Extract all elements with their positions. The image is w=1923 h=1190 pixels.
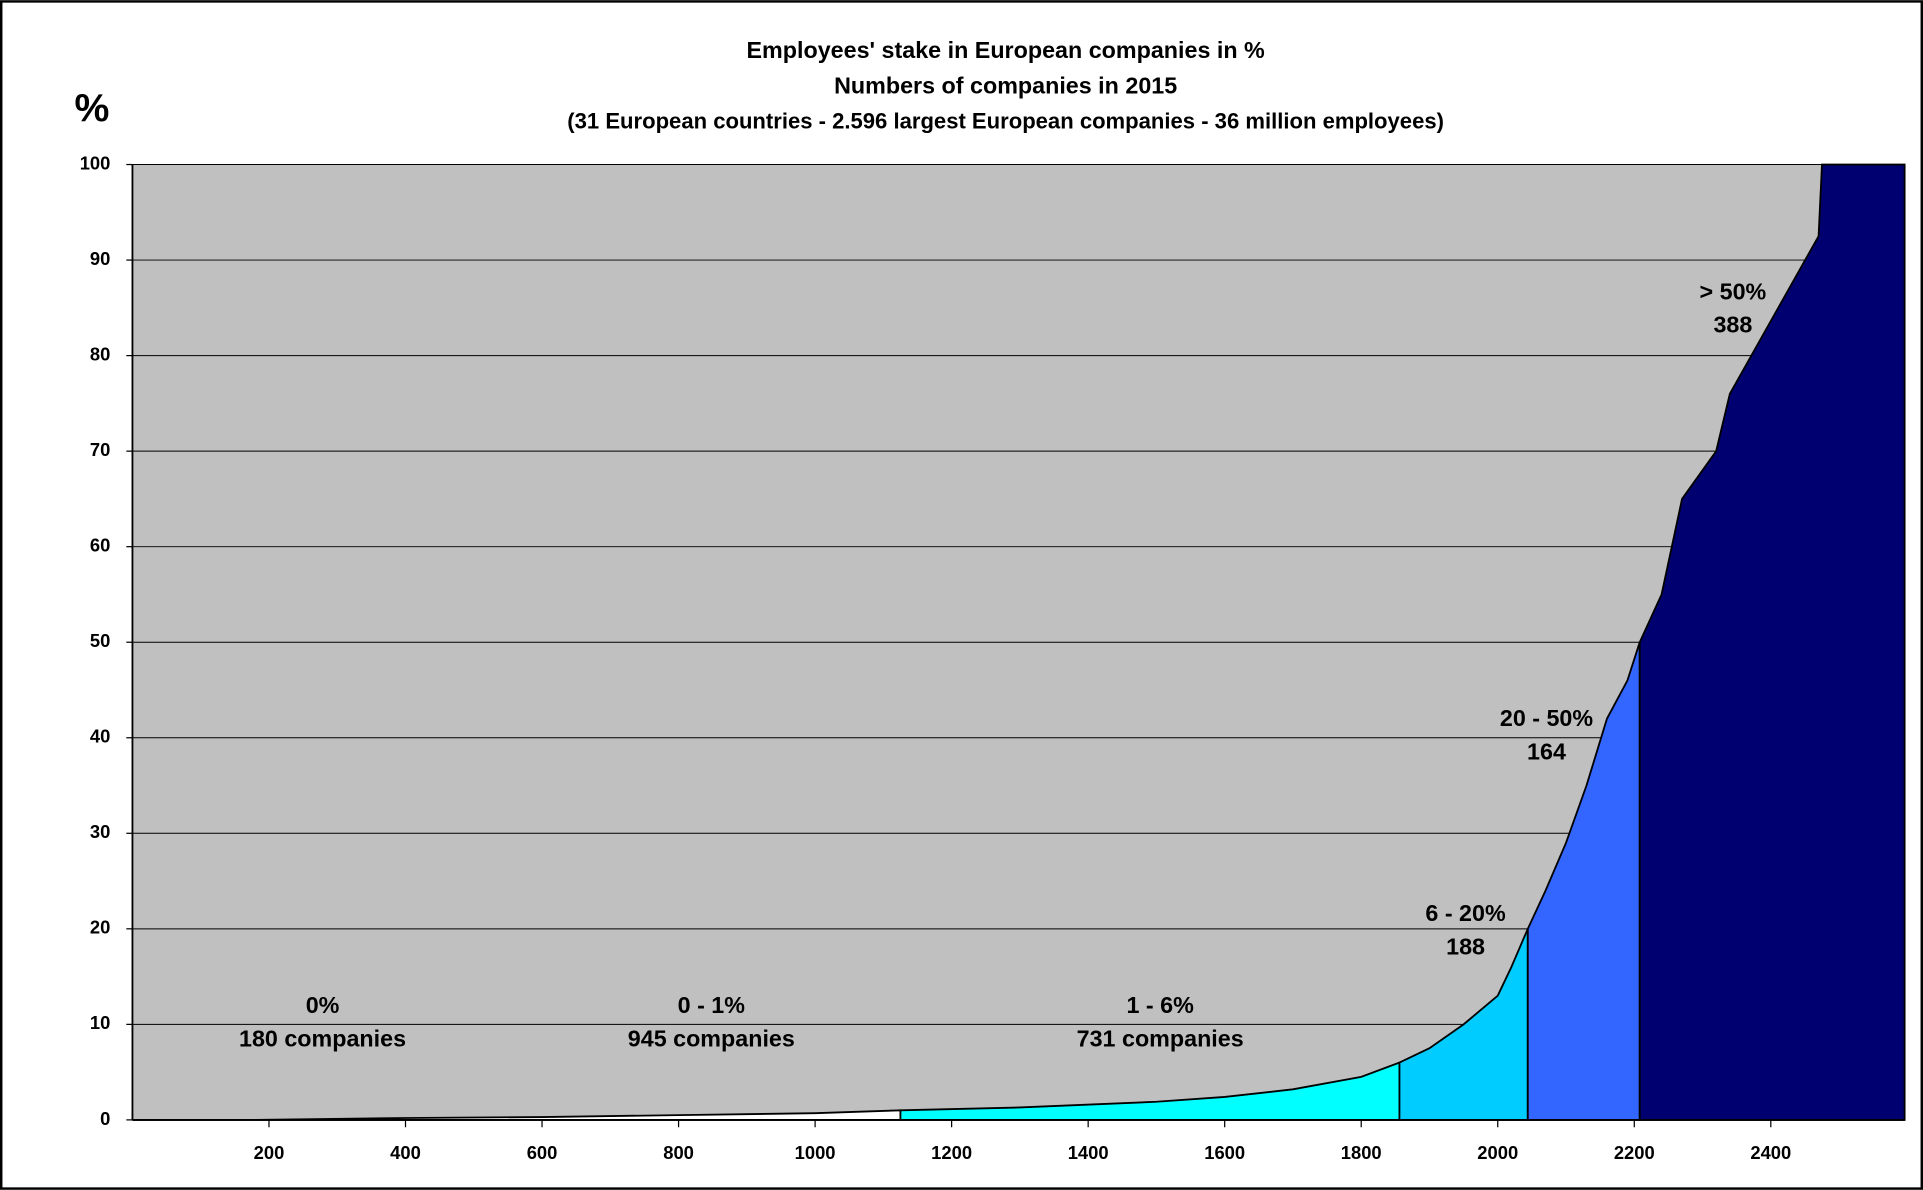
annotation: 6 - 20% [1425,900,1506,926]
y-tick-label: 70 [90,439,110,460]
annotation: 388 [1713,312,1752,338]
annotation: 188 [1446,933,1485,959]
x-tick-label: 1800 [1341,1142,1382,1163]
annotation: > 50% [1700,278,1767,304]
annotation: 20 - 50% [1500,705,1594,731]
y-tick-label: 40 [90,726,110,747]
annotation: 731 companies [1077,1025,1244,1051]
annotation: 945 companies [628,1025,795,1051]
annotation: 180 companies [239,1025,406,1051]
x-tick-label: 2200 [1614,1142,1655,1163]
x-tick-label: 1200 [931,1142,972,1163]
x-tick-label: 1400 [1068,1142,1109,1163]
annotation: 0% [306,992,340,1018]
x-tick-label: 400 [390,1142,421,1163]
y-tick-label: 100 [80,152,111,173]
y-tick-label: 50 [90,630,110,651]
x-tick-label: 200 [254,1142,285,1163]
y-tick-label: 10 [90,1012,110,1033]
chart-title: Employees' stake in European companies i… [747,37,1266,63]
x-tick-label: 800 [663,1142,694,1163]
x-tick-label: 1000 [795,1142,836,1163]
y-tick-label: 0 [100,1108,110,1129]
x-tick-label: 2400 [1750,1142,1791,1163]
annotation: 164 [1527,738,1566,764]
annotation: 1 - 6% [1127,992,1195,1018]
y-tick-label: 20 [90,917,110,938]
x-tick-label: 2000 [1477,1142,1518,1163]
x-tick-label: 600 [527,1142,558,1163]
y-axis-label: % [75,86,110,130]
chart-subtitle: Numbers of companies in 2015 [834,72,1177,98]
y-tick-label: 80 [90,343,110,364]
y-tick-label: 90 [90,248,110,269]
y-tick-label: 30 [90,821,110,842]
annotation: 0 - 1% [678,992,746,1018]
chart-subtitle: (31 European countries - 2.596 largest E… [567,109,1444,134]
y-tick-label: 60 [90,535,110,556]
x-tick-label: 1600 [1204,1142,1245,1163]
